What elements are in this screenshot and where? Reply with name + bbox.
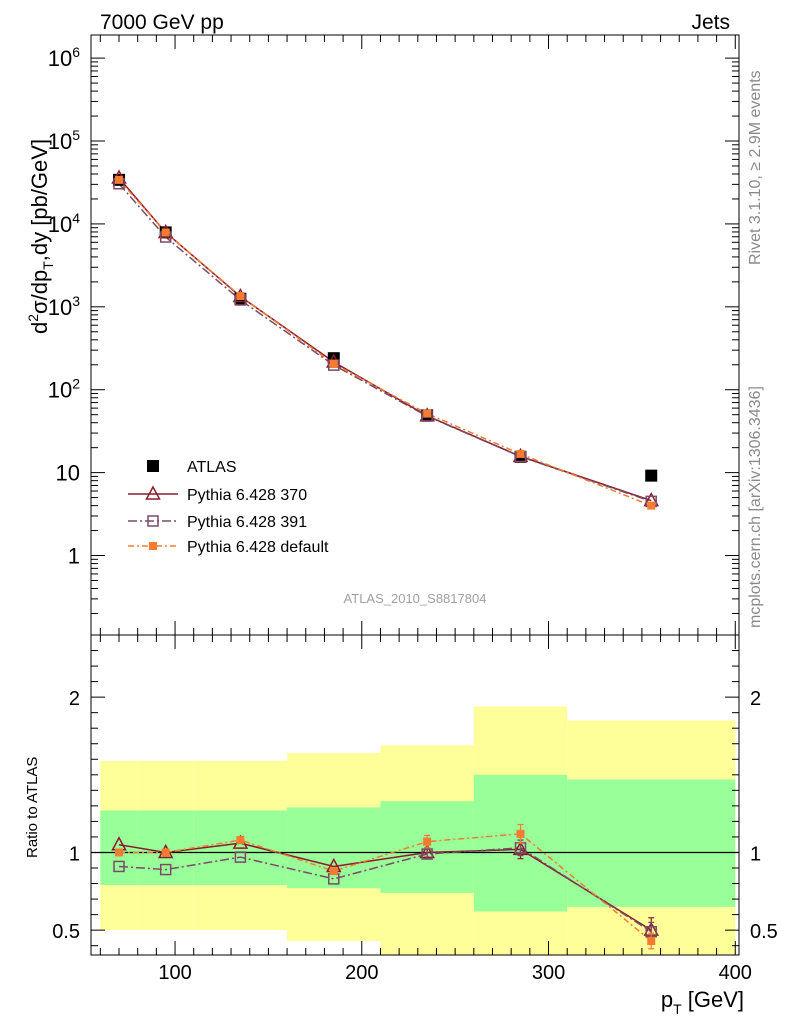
top-line-p370 [118, 177, 652, 502]
legend-label-p391: Pythia 6.428 391 [187, 514, 307, 531]
ratio-band-inner [100, 810, 138, 886]
ratio-y-tick-label: 2 [69, 688, 80, 710]
top-point-pdef [423, 409, 432, 418]
ratio-x-tick-label: 400 [719, 962, 752, 984]
top-y-tick-label: 103 [48, 293, 80, 320]
ratio-x-tick-label: 100 [158, 962, 191, 984]
ratio-point-pdef [115, 848, 124, 857]
top-point-pdef [647, 501, 656, 510]
bottom-ylabel: Ratio to ATLAS [24, 757, 41, 858]
ratio-x-tick-label: 200 [345, 962, 378, 984]
top-point-pdef [115, 175, 124, 184]
top-point-data [645, 469, 658, 482]
legend-marker-p370 [145, 485, 161, 500]
ratio-point-p391 [159, 863, 172, 876]
top-line-pdef [118, 179, 652, 507]
ratio-plot: 0.5 0.5 1 1 2 2 100 200 300 400 [52, 635, 778, 984]
ratio-point-pdef [161, 848, 170, 857]
legend-marker-data [147, 460, 159, 472]
top-y-tick-label: 1 [68, 544, 80, 569]
ratio-point-p391 [421, 848, 433, 860]
header-left: 7000 GeV pp [100, 11, 224, 34]
top-y-tick-label: 10 [56, 461, 80, 486]
header-right: Jets [691, 11, 730, 34]
ratio-point-pdef [236, 836, 245, 845]
top-line-p391 [118, 183, 652, 503]
top-point-pdef [236, 292, 245, 301]
top-y-tick-label: 104 [48, 210, 80, 237]
ratio-point-pdef [647, 937, 656, 946]
xlabel: pT [GeV] [661, 987, 744, 1017]
ratio-point-pdef [423, 837, 432, 846]
ratio-point-p391 [234, 851, 247, 863]
ratio-band-inner [137, 810, 194, 886]
ratio-y-tick-label-right: 2 [750, 688, 761, 710]
legend-marker-p391 [147, 515, 159, 527]
legend-marker-pdef [149, 542, 157, 550]
side-text-lower: mcplots.cern.ch [arXiv:1306.3436] [747, 386, 764, 628]
top-y-tick-label: 105 [48, 127, 80, 154]
legend-label-data: ATLAS [187, 459, 237, 476]
ratio-band-inner [567, 779, 736, 907]
ratio-point-pdef [516, 829, 525, 838]
main-plot: 1 10 102 103 104 105 106 ATLAS Pythia 6.428 370 P… [48, 35, 739, 635]
top-point-pdef [516, 449, 525, 458]
legend-label-pdef: Pythia 6.428 default [187, 539, 329, 556]
legend-label-p370: Pythia 6.428 370 [187, 487, 307, 504]
ratio-y-tick-label: 1 [69, 843, 80, 865]
ratio-x-tick-label: 300 [532, 962, 565, 984]
top-point-pdef [161, 228, 170, 237]
ratio-band-inner [287, 807, 381, 889]
top-ylabel: d2σ/dpT,dy [pb/GeV] [25, 139, 56, 334]
ratio-frame [90, 634, 740, 956]
ratio-y-tick-label: 0.5 [52, 921, 80, 943]
top-y-tick-label: 102 [48, 376, 80, 403]
side-text-upper: Rivet 3.1.10, ≥ 2.9M events [747, 70, 764, 265]
ratio-point-pdef [329, 867, 338, 876]
watermark: ATLAS_2010_S8817804 [344, 591, 487, 606]
ratio-y-tick-label-right: 1 [750, 843, 761, 865]
ratio-point-p391 [113, 860, 125, 873]
top-y-tick-label: 106 [48, 44, 80, 71]
top-point-pdef [329, 359, 338, 368]
ratio-y-tick-label-right: 0.5 [750, 921, 778, 943]
